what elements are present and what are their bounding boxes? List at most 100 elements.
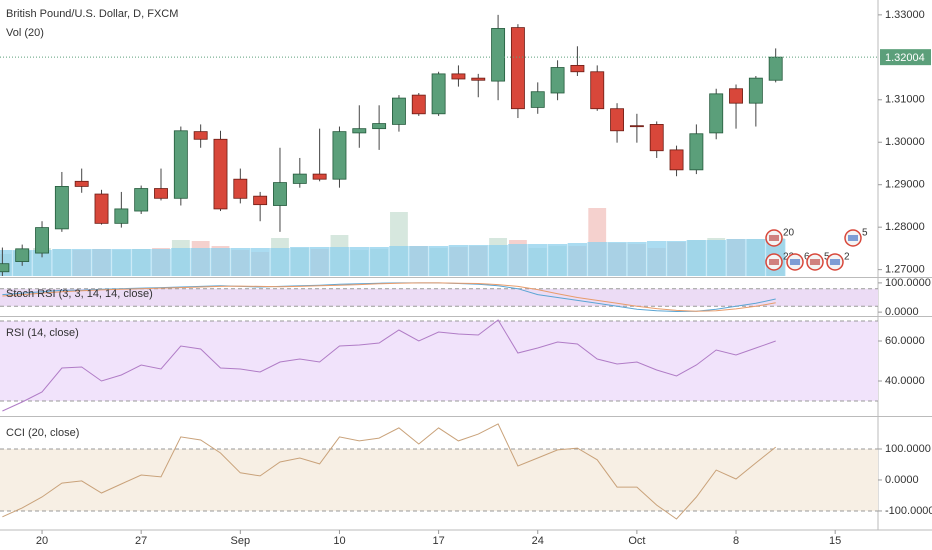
volume-ma-bar — [171, 248, 191, 276]
candle-body — [689, 133, 704, 171]
candle-body — [35, 227, 49, 254]
volume-ma-bar — [32, 250, 52, 276]
volume-ma-bar — [91, 249, 112, 276]
y-tick-label: 40.0000 — [885, 375, 925, 387]
candle-body — [729, 88, 743, 104]
volume-ma-bar — [210, 248, 231, 276]
y-tick-label: 0.0000 — [885, 474, 919, 486]
volume-ma-bar — [666, 241, 687, 276]
event-flag — [830, 259, 840, 265]
y-tick-label: 1.33000 — [885, 9, 925, 21]
y-tick-label: 1.31000 — [885, 94, 925, 106]
candle-body — [610, 108, 625, 132]
band-fill — [0, 288, 878, 307]
candle-body — [431, 73, 446, 115]
volume-ma-bar — [686, 240, 707, 276]
volume-ma-bar — [627, 242, 647, 276]
volume-ma-bar — [151, 249, 171, 276]
candle-body — [54, 186, 69, 230]
volume-ma-bar — [369, 247, 389, 276]
candle-body — [134, 188, 149, 212]
volume-ma-bar — [706, 240, 726, 276]
volume-ma-bar — [448, 245, 469, 276]
candle-body — [649, 124, 664, 152]
event-flag — [769, 259, 779, 265]
candle-body — [352, 128, 367, 134]
volume-ma-bar — [270, 248, 290, 276]
volume-ma-bar — [111, 249, 132, 276]
last-price-label: 1.32004 — [885, 52, 925, 64]
volume-ma-bar — [726, 239, 746, 276]
chart-title: British Pound/U.S. Dollar, D, FXCM — [6, 8, 178, 20]
band-fill — [0, 448, 878, 511]
volume-ma-bar — [409, 246, 429, 276]
event-flag — [848, 235, 858, 241]
volume-ma-bar — [547, 244, 568, 276]
volume-ma-bar — [428, 246, 449, 276]
panel-title: RSI (14, close) — [6, 327, 79, 339]
candle-body — [510, 27, 525, 110]
event-flag — [790, 259, 800, 265]
candle-body — [768, 56, 783, 81]
candle-body — [0, 263, 10, 273]
candle-body — [451, 73, 466, 80]
candle-body — [530, 91, 545, 108]
y-tick-label: 0.0000 — [885, 306, 919, 318]
indicator-line — [2, 282, 776, 312]
candle-body — [491, 28, 506, 82]
candle-body — [233, 178, 248, 199]
volume-ma-bar — [488, 245, 508, 276]
candle-body — [253, 195, 268, 206]
volume-ma-bar — [349, 247, 370, 276]
candle-body — [312, 173, 327, 180]
candle-body — [193, 131, 208, 140]
event-count: 20 — [783, 228, 795, 239]
candle-body — [213, 138, 228, 210]
volume-ma-bar — [230, 248, 251, 276]
candle-body — [74, 180, 89, 187]
candle-body — [471, 77, 486, 81]
x-tick-label: Oct — [628, 535, 645, 547]
candle-body — [570, 64, 585, 73]
y-tick-label: 100.0000 — [885, 277, 931, 289]
indicator-line — [2, 423, 777, 520]
candle-body — [292, 173, 307, 184]
x-tick-label: Sep — [231, 535, 251, 547]
indicator-line — [2, 319, 776, 412]
x-tick-label: 20 — [36, 535, 48, 547]
y-tick-label: 1.28000 — [885, 221, 925, 233]
event-count: 5 — [862, 228, 868, 239]
event-count: 5 — [824, 252, 830, 263]
volume-ma-bar — [290, 247, 310, 276]
y-tick-label: 1.29000 — [885, 179, 925, 191]
volume-ma-bar — [646, 241, 667, 276]
candle-body — [392, 97, 406, 125]
x-tick-label: 24 — [532, 535, 544, 547]
candle-body — [590, 71, 605, 110]
last-price-box — [880, 49, 931, 66]
volume-ma-bar — [508, 244, 528, 276]
event-flag — [810, 259, 820, 265]
candle-body — [173, 130, 188, 199]
x-tick-label: 15 — [829, 535, 841, 547]
volume-ma-bar — [190, 248, 211, 276]
y-tick-label: 1.27000 — [885, 264, 925, 276]
candle-body — [709, 93, 724, 134]
x-tick-label: 8 — [733, 535, 739, 547]
volume-ma-bar — [528, 244, 548, 276]
candle-body — [273, 182, 287, 206]
candle-body — [154, 188, 168, 199]
volume-ma-bar — [309, 247, 330, 276]
volume-ma-bar — [329, 247, 350, 276]
volume-ma-bar — [587, 242, 607, 276]
y-tick-label: 60.0000 — [885, 335, 925, 347]
y-tick-label: 100.0000 — [885, 443, 931, 455]
candle-body — [748, 77, 763, 104]
volume-ma-bar — [71, 249, 92, 276]
candle-body — [411, 94, 426, 115]
volume-ma-bar — [567, 243, 588, 276]
event-count: 2 — [844, 252, 850, 263]
x-tick-label: 17 — [432, 535, 444, 547]
event-flag — [769, 235, 779, 241]
